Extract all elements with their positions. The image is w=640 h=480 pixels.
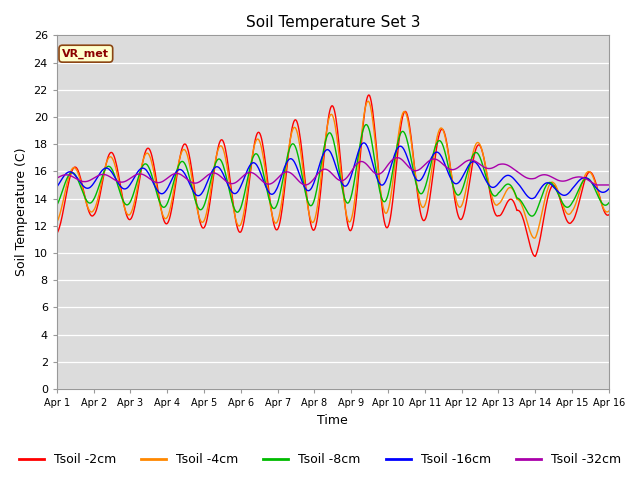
Tsoil -2cm <box>174 166 182 171</box>
Tsoil -8cm <box>605 200 612 206</box>
Tsoil -32cm <box>433 157 441 163</box>
Tsoil -2cm <box>556 195 564 201</box>
Tsoil -2cm <box>531 253 539 259</box>
Tsoil -16cm <box>360 140 367 146</box>
Line: Tsoil -2cm: Tsoil -2cm <box>57 95 609 256</box>
Tsoil -16cm <box>433 149 441 155</box>
Tsoil -2cm <box>379 209 387 215</box>
Tsoil -4cm <box>53 219 61 225</box>
Tsoil -8cm <box>556 195 564 201</box>
Tsoil -8cm <box>529 213 536 219</box>
Line: Tsoil -4cm: Tsoil -4cm <box>57 101 609 238</box>
Tsoil -8cm <box>433 140 441 145</box>
Tsoil -16cm <box>379 182 387 188</box>
Line: Tsoil -16cm: Tsoil -16cm <box>57 143 609 199</box>
Tsoil -4cm <box>324 119 332 124</box>
Y-axis label: Soil Temperature (C): Soil Temperature (C) <box>15 148 28 276</box>
Tsoil -2cm <box>605 212 612 217</box>
Legend: Tsoil -2cm, Tsoil -4cm, Tsoil -8cm, Tsoil -16cm, Tsoil -32cm: Tsoil -2cm, Tsoil -4cm, Tsoil -8cm, Tsoi… <box>14 448 626 471</box>
Tsoil -4cm <box>556 193 564 199</box>
Tsoil -32cm <box>392 155 399 161</box>
Tsoil -8cm <box>53 203 61 208</box>
Tsoil -32cm <box>378 169 386 175</box>
Tsoil -32cm <box>174 171 182 177</box>
Tsoil -32cm <box>53 175 61 181</box>
Tsoil -32cm <box>593 182 600 188</box>
Tsoil -8cm <box>362 122 370 128</box>
Tsoil -8cm <box>324 131 332 137</box>
Tsoil -4cm <box>605 208 612 214</box>
Tsoil -16cm <box>527 196 535 202</box>
Tsoil -16cm <box>174 167 182 173</box>
Tsoil -4cm <box>379 202 387 208</box>
Tsoil -8cm <box>174 164 182 170</box>
X-axis label: Time: Time <box>317 414 348 427</box>
Tsoil -2cm <box>324 116 332 122</box>
Tsoil -16cm <box>324 147 332 153</box>
Tsoil -2cm <box>365 92 372 98</box>
Tsoil -4cm <box>198 219 205 225</box>
Tsoil -32cm <box>324 168 332 173</box>
Tsoil -4cm <box>531 235 538 241</box>
Tsoil -16cm <box>605 186 612 192</box>
Tsoil -2cm <box>53 230 61 236</box>
Tsoil -16cm <box>53 184 61 190</box>
Tsoil -4cm <box>433 134 441 140</box>
Tsoil -32cm <box>605 182 612 188</box>
Tsoil -32cm <box>198 177 205 183</box>
Tsoil -8cm <box>379 197 387 203</box>
Tsoil -32cm <box>555 178 563 183</box>
Text: VR_met: VR_met <box>62 48 109 59</box>
Line: Tsoil -32cm: Tsoil -32cm <box>57 158 609 185</box>
Title: Soil Temperature Set 3: Soil Temperature Set 3 <box>246 15 420 30</box>
Tsoil -16cm <box>556 191 564 196</box>
Tsoil -4cm <box>174 163 182 169</box>
Tsoil -16cm <box>198 191 205 196</box>
Line: Tsoil -8cm: Tsoil -8cm <box>57 125 609 216</box>
Tsoil -8cm <box>198 206 205 212</box>
Tsoil -2cm <box>198 224 205 229</box>
Tsoil -4cm <box>364 98 372 104</box>
Tsoil -2cm <box>433 142 441 147</box>
